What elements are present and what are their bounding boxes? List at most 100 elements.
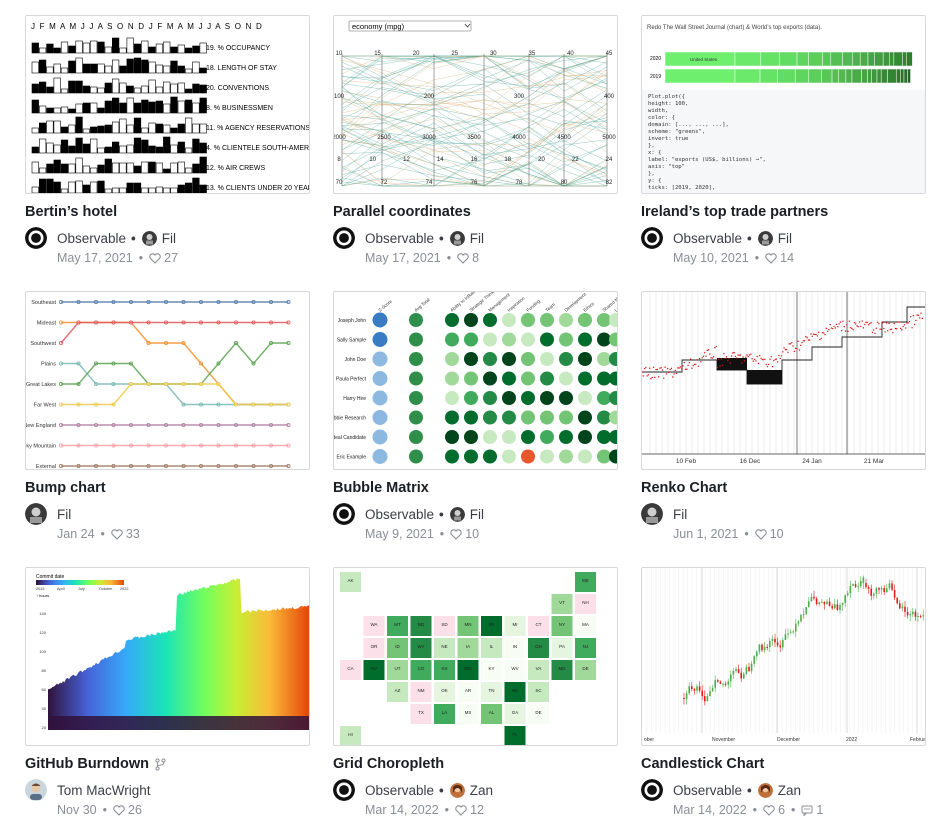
card-title[interactable]: Parallel coordinates [333, 204, 471, 220]
thumbnail-bubble-matrix[interactable]: Z-Score Avg Total Ability to Influence Stra… [333, 291, 618, 470]
card-owner: Observable • Zan [333, 779, 618, 801]
org-name[interactable]: Observable [365, 506, 435, 522]
thumbnail-grid-choropleth[interactable]: AKMEVTNHMANYCTRIWAMTNDSDMNWIMIORIDWYNEIA… [333, 567, 618, 746]
pc-tick: 4000 [512, 135, 526, 141]
card-owner: Observable • Fil [641, 227, 926, 249]
card-title[interactable]: Bubble Matrix [333, 480, 429, 496]
card-title[interactable]: Renko Chart [641, 480, 728, 496]
author-name[interactable]: Fil [469, 230, 485, 246]
observable-logo-icon[interactable] [25, 227, 47, 249]
heart-icon[interactable] [111, 528, 123, 540]
notebook-card[interactable]: Commit date 2015 April July October 2022 ↑ h… [25, 567, 310, 818]
notebook-card[interactable]: Redo The Wall Street Journal (chart) & W… [641, 15, 926, 266]
pc-tick: 80 [561, 180, 568, 186]
notebook-card[interactable]: Z-Score Avg Total Ability to Influence Stra… [333, 291, 618, 542]
user-avatar[interactable] [449, 230, 465, 246]
y-tick: 60 [42, 687, 47, 692]
user-avatar[interactable] [757, 230, 773, 246]
price-dot [768, 363, 770, 366]
bertin-bar [185, 147, 193, 154]
thumbnail-candlestick-chart[interactable]: ober November December 2022 February [641, 567, 926, 746]
author-name[interactable]: Fil [469, 506, 485, 522]
bertin-bar [82, 143, 90, 154]
price-dot [702, 355, 705, 357]
year-label: 2019 [650, 74, 661, 80]
state-label: WI [489, 622, 495, 627]
heart-icon[interactable] [457, 252, 469, 264]
observable-logo-icon[interactable] [333, 227, 355, 249]
price-dot [806, 337, 808, 339]
pc-tick: 35 [529, 51, 536, 57]
author-name[interactable]: Fil [673, 506, 688, 522]
thumbnail-bertins-hotel[interactable]: J F M A M J J A S O N D J F M A M J J A … [25, 15, 310, 194]
org-name[interactable]: Observable [365, 230, 435, 246]
price-dot [687, 364, 689, 367]
heart-icon[interactable] [765, 252, 777, 264]
bertin-bar [192, 45, 200, 54]
user-avatar[interactable] [25, 503, 47, 525]
observable-logo-icon[interactable] [333, 779, 355, 801]
user-avatar[interactable] [449, 506, 465, 522]
user-avatar[interactable] [141, 230, 157, 246]
bertin-bar-rows [31, 37, 207, 193]
notebook-card[interactable]: AKMEVTNHMANYCTRIWAMTNDSDMNWIMIORIDWYNEIA… [333, 567, 618, 818]
card-title[interactable]: Bump chart [25, 480, 106, 496]
candle-body [784, 634, 787, 640]
thumbnail-renko-chart[interactable]: 10 Feb 16 Dec 24 Jan 21 Mar [641, 291, 926, 470]
price-dot [656, 368, 659, 371]
org-name[interactable]: Observable [57, 230, 127, 246]
code-line: Plot.plot({ [648, 94, 685, 100]
observable-logo-icon[interactable] [641, 779, 663, 801]
observable-logo-icon[interactable] [333, 503, 355, 525]
notebook-card[interactable]: J F M A M J J A S O N D J F M A M J J A … [25, 15, 310, 266]
author-name[interactable]: Zan [777, 782, 802, 798]
thumbnail-bump-chart[interactable]: Southeast Mideast Southwest Plains Great Lak… [25, 291, 310, 470]
notebook-card[interactable]: 10 Feb 16 Dec 24 Jan 21 Mar Renko Chart Fil… [641, 291, 926, 542]
bubble [597, 352, 611, 366]
card-title[interactable]: Grid Choropleth [333, 756, 445, 772]
observable-logo-icon[interactable] [641, 227, 663, 249]
bertin-bar [75, 116, 83, 134]
heart-icon[interactable] [455, 804, 467, 816]
bertin-bar [31, 127, 39, 134]
comment-icon[interactable] [801, 805, 813, 816]
org-name[interactable]: Observable [673, 230, 743, 246]
author-name[interactable]: Zan [469, 782, 494, 798]
heart-icon[interactable] [149, 252, 161, 264]
user-avatar[interactable] [25, 779, 47, 801]
heart-icon[interactable] [450, 528, 462, 540]
card-title[interactable]: GitHub Burndown [25, 755, 310, 773]
heart-icon[interactable] [763, 804, 775, 816]
bubble [597, 391, 611, 405]
trade-cell [887, 68, 897, 84]
like-count: 26 [128, 803, 142, 817]
card-title[interactable]: Ireland’s top trade partners [641, 204, 829, 220]
user-avatar[interactable] [449, 782, 465, 798]
card-title-text[interactable]: GitHub Burndown [25, 756, 150, 772]
heart-icon[interactable] [755, 528, 767, 540]
card-title[interactable]: Candlestick Chart [641, 756, 765, 772]
notebook-card[interactable]: Southeast Mideast Southwest Plains Great Lak… [25, 291, 310, 542]
org-name[interactable]: Observable [673, 782, 743, 798]
author-name[interactable]: Tom MacWright [57, 782, 151, 798]
author-name[interactable]: Fil [161, 230, 177, 246]
org-name[interactable]: Observable [365, 782, 435, 798]
price-dot [785, 348, 788, 351]
thumbnail-ireland-trade[interactable]: Redo The Wall Street Journal (chart) & W… [641, 15, 926, 194]
notebook-card[interactable]: economy (mpg) 10 15 20 25 30 35 40 45 100 200 300 4… [333, 15, 618, 266]
price-dot [829, 323, 831, 326]
author-name[interactable]: Fil [57, 506, 72, 522]
heart-icon[interactable] [113, 804, 125, 816]
thumbnail-parallel-coordinates[interactable]: economy (mpg) 10 15 20 25 30 35 40 45 100 200 300 4… [333, 15, 618, 194]
thumbnail-github-burndown[interactable]: Commit date 2015 April July October 2022 ↑ h… [25, 567, 310, 746]
price-dot [661, 369, 664, 371]
person-label: Harry Hire [343, 396, 366, 402]
author-name[interactable]: Fil [777, 230, 793, 246]
price-dot [846, 324, 848, 326]
card-title[interactable]: Bertin’s hotel [25, 204, 118, 220]
notebook-card[interactable]: ober November December 2022 February Candles… [641, 567, 926, 818]
bertin-bar [46, 43, 54, 54]
user-avatar[interactable] [641, 503, 663, 525]
user-avatar[interactable] [757, 782, 773, 798]
bubble [483, 313, 497, 327]
